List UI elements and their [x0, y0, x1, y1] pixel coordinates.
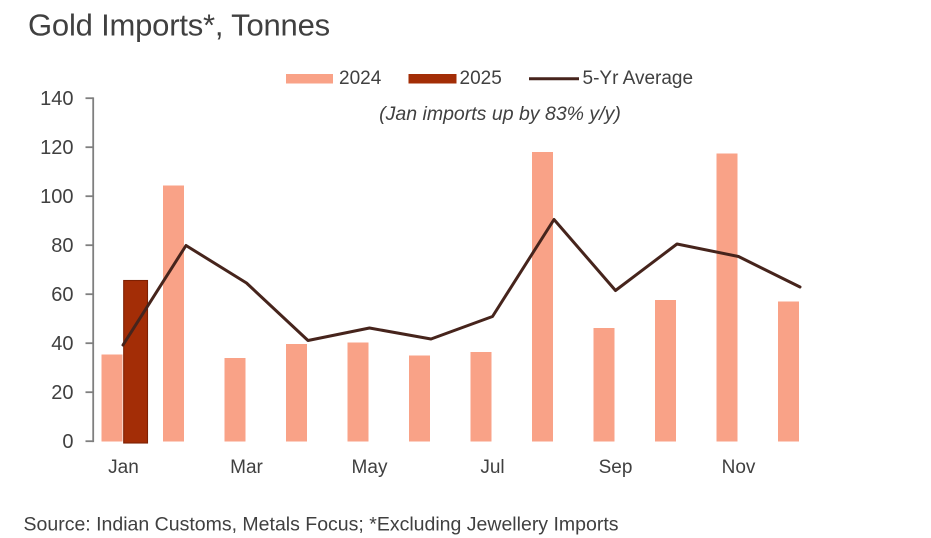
- svg-text:Jan: Jan: [108, 457, 139, 478]
- svg-text:Nov: Nov: [722, 457, 756, 478]
- svg-text:5-Yr Average: 5-Yr Average: [583, 68, 694, 89]
- svg-text:20: 20: [51, 382, 73, 404]
- svg-text:May: May: [352, 457, 388, 478]
- svg-text:2024: 2024: [339, 68, 382, 89]
- svg-text:140: 140: [40, 88, 73, 110]
- svg-text:80: 80: [51, 235, 73, 257]
- svg-text:Source: Indian Customs, Metals: Source: Indian Customs, Metals Focus; *E…: [24, 514, 619, 536]
- svg-text:(Jan imports up by 83% y/y): (Jan imports up by 83% y/y): [379, 103, 621, 125]
- svg-text:100: 100: [40, 186, 73, 208]
- svg-text:40: 40: [51, 333, 73, 355]
- svg-text:Mar: Mar: [230, 457, 263, 478]
- svg-text:Sep: Sep: [599, 457, 633, 478]
- svg-text:Gold Imports*, Tonnes: Gold Imports*, Tonnes: [28, 8, 330, 43]
- svg-text:120: 120: [40, 137, 73, 159]
- svg-text:60: 60: [51, 284, 73, 306]
- svg-text:Jul: Jul: [480, 457, 504, 478]
- svg-text:0: 0: [62, 431, 73, 453]
- svg-text:2025: 2025: [460, 68, 502, 89]
